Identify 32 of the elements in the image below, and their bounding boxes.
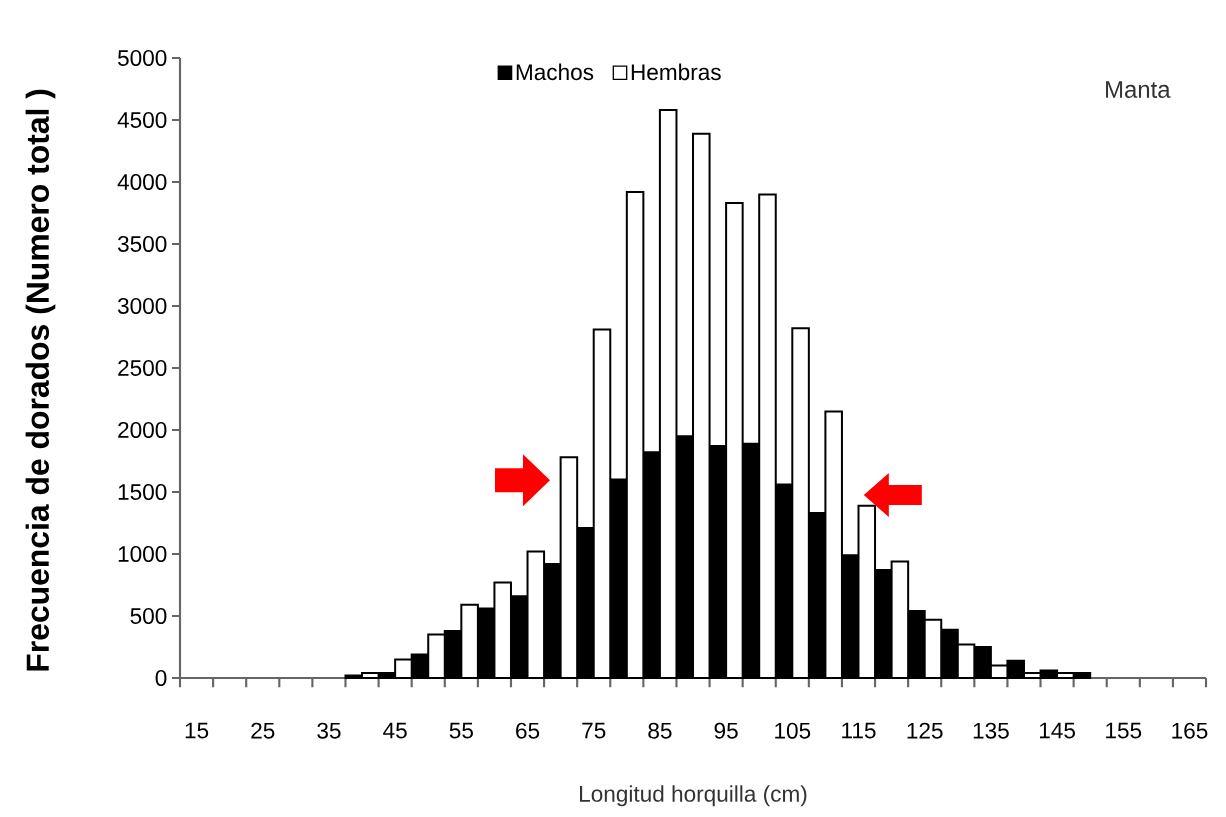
x-axis-title: Longitud horquilla (cm) bbox=[580, 785, 807, 807]
y-tick-label: 1000 bbox=[118, 546, 167, 562]
x-tick-label: 165 bbox=[1172, 722, 1208, 739]
x-tick-label: 45 bbox=[383, 722, 407, 739]
x-tick-label: 95 bbox=[714, 722, 738, 739]
y-tick-label: 0 bbox=[155, 670, 167, 686]
x-tick-label: 155 bbox=[1106, 722, 1142, 739]
y-tick-label: 2500 bbox=[118, 360, 167, 376]
x-tick-label: 55 bbox=[449, 722, 473, 739]
x-tick-label: 135 bbox=[973, 722, 1009, 739]
annotation: Manta bbox=[1106, 81, 1171, 98]
y-tick-label: 4000 bbox=[117, 174, 167, 190]
y-tick-label: 3500 bbox=[117, 236, 167, 252]
legend-label: Machos bbox=[516, 63, 594, 81]
y-tick-label: 3000 bbox=[117, 298, 167, 314]
x-tick-label: 25 bbox=[251, 722, 275, 739]
x-tick-label: 115 bbox=[842, 722, 876, 739]
x-tick-label: 85 bbox=[648, 722, 672, 739]
x-tick-label: 15 bbox=[185, 722, 209, 739]
y-tick-label: 500 bbox=[130, 608, 167, 624]
x-tick-label: 105 bbox=[775, 722, 811, 739]
y-tick-label: 5000 bbox=[117, 50, 167, 66]
y-tick-label: 4500 bbox=[117, 112, 167, 128]
y-tick-label: 2000 bbox=[118, 422, 167, 438]
y-axis-title: Frecuencia de dorados (Numero total ) bbox=[25, 89, 56, 671]
y-tick-label: 1500 bbox=[118, 484, 167, 500]
legend-label: Hembras bbox=[631, 63, 721, 81]
x-tick-label: 145 bbox=[1039, 722, 1075, 739]
x-tick-label: 65 bbox=[516, 722, 540, 739]
x-tick-label: 35 bbox=[317, 722, 341, 739]
x-tick-label: 125 bbox=[907, 722, 943, 739]
x-tick-label: 75 bbox=[582, 722, 606, 739]
